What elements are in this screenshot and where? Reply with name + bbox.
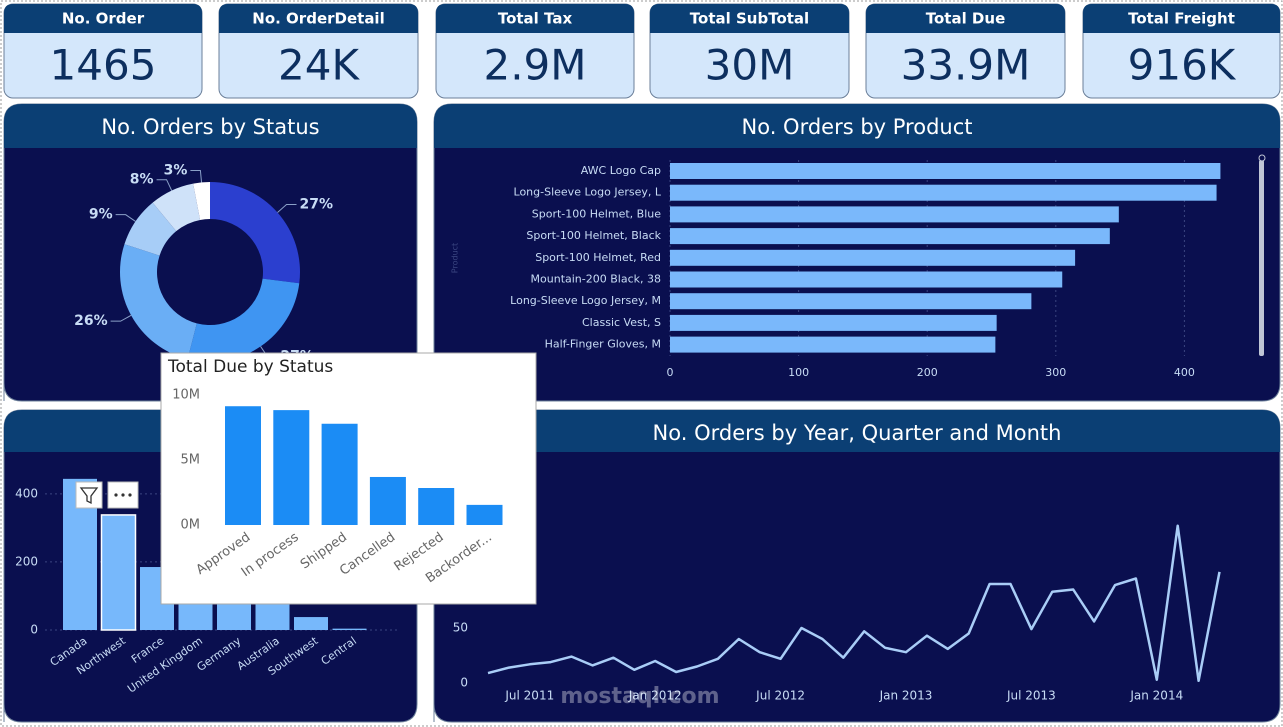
scrollbar-cap <box>1258 154 1266 162</box>
card-label: Total Due <box>926 10 1006 28</box>
data-label: 26% <box>74 313 108 329</box>
donut-slice <box>152 183 201 232</box>
bar <box>670 206 1119 223</box>
line-series <box>487 524 1221 683</box>
y-tick-label: Sport-100 Helmet, Black <box>526 229 661 242</box>
bar <box>466 504 503 525</box>
panel-title: No. Orders by Year, Quarter and Month <box>653 421 1062 445</box>
y-tick-label: Long-Sleeve Logo Jersey, L <box>514 186 662 199</box>
card-label: No. Order <box>62 10 145 28</box>
card-header <box>4 4 202 33</box>
card-label: Total SubTotal <box>690 10 809 28</box>
card-header <box>866 4 1065 33</box>
panel-title: No. Orders by Status <box>101 115 319 139</box>
x-tick-label: 400 <box>1174 366 1195 379</box>
leader-line <box>110 314 132 322</box>
bar <box>332 628 367 630</box>
leader-line <box>156 179 173 191</box>
x-tick-label: 100 <box>788 366 809 379</box>
x-tick-label: 200 <box>917 366 938 379</box>
more-dot <box>121 493 125 497</box>
bar <box>670 336 996 353</box>
y-tick-label: 400 <box>15 486 38 500</box>
more-dot <box>128 493 132 497</box>
leader-line <box>277 204 297 213</box>
bar <box>294 617 328 630</box>
donut-slice <box>210 182 300 284</box>
x-tick-label: Jul 2013 <box>1006 689 1056 703</box>
card-value: 30M <box>705 41 795 90</box>
panel-header <box>4 104 417 148</box>
card-value: 33.9M <box>901 41 1031 90</box>
bar <box>670 163 1221 179</box>
card-header <box>1083 4 1280 33</box>
card-value: 1465 <box>50 41 157 90</box>
x-tick-label: Jul 2012 <box>755 689 805 703</box>
bar <box>670 249 1076 266</box>
filter-button <box>75 481 103 509</box>
x-tick-label: 300 <box>1045 366 1066 379</box>
y-axis-label: Product <box>451 243 460 273</box>
x-tick-label: Jan 2014 <box>1129 689 1183 703</box>
y-tick-label: AWC Logo Cap <box>581 164 661 177</box>
card-label: Total Tax <box>498 10 573 28</box>
y-tick-label: 0 <box>30 623 38 637</box>
bar <box>369 476 406 525</box>
data-label: 3% <box>164 162 188 178</box>
scrollbar <box>1259 160 1264 356</box>
card-label: Total Freight <box>1128 10 1235 28</box>
watermark: mostaql.com <box>560 684 719 709</box>
y-tick-label: Mountain-200 Black, 38 <box>531 273 661 286</box>
bar <box>670 314 997 331</box>
y-tick-label: 0M <box>181 518 201 533</box>
y-tick-label: 5M <box>181 453 201 468</box>
x-tick-label: Jan 2013 <box>879 689 933 703</box>
bar <box>670 228 1110 245</box>
card-header <box>650 4 849 33</box>
tooltip-title: Total Due by Status <box>167 357 333 377</box>
bar <box>418 488 455 525</box>
card-value: 2.9M <box>483 41 586 90</box>
y-tick-label: 10M <box>172 388 200 403</box>
bar <box>670 184 1217 201</box>
donut-slice <box>187 278 300 362</box>
donut-slice <box>124 202 177 256</box>
panel-header <box>434 410 1280 452</box>
y-tick-label: 0 <box>460 676 468 690</box>
card-value: 916K <box>1128 41 1237 90</box>
donut-slice <box>193 182 210 220</box>
bar <box>100 514 137 631</box>
data-label: 9% <box>89 207 113 223</box>
y-tick-label: 50 <box>453 621 468 635</box>
card-header <box>436 4 634 33</box>
more-dot <box>114 493 118 497</box>
bar <box>670 293 1032 310</box>
bar <box>670 271 1063 288</box>
x-tick-label: Jul 2011 <box>504 689 554 703</box>
bar <box>225 406 261 525</box>
leader-line <box>115 214 136 222</box>
y-tick-label: Classic Vest, S <box>582 316 661 329</box>
card-value: 24K <box>278 41 360 90</box>
y-tick-label: Sport-100 Helmet, Red <box>535 251 661 264</box>
card-label: No. OrderDetail <box>252 10 384 28</box>
y-tick-label: Sport-100 Helmet, Blue <box>532 207 661 220</box>
donut-slice <box>120 244 197 360</box>
y-tick-label: Long-Sleeve Logo Jersey, M <box>510 294 661 307</box>
bar <box>321 423 358 525</box>
panel-header <box>434 104 1280 148</box>
bar <box>273 410 310 525</box>
card-header <box>219 4 418 33</box>
x-tick-label: Jan 2012 <box>628 689 682 703</box>
filter-icon <box>79 487 99 505</box>
leader-line <box>190 169 203 183</box>
y-tick-label: 200 <box>15 554 38 568</box>
x-tick-label: 0 <box>667 366 674 379</box>
y-tick-label: Half-Finger Gloves, M <box>545 338 661 351</box>
panel-title: No. Orders by Product <box>742 115 973 139</box>
panel <box>433 409 1281 723</box>
data-label: 8% <box>130 172 154 188</box>
data-label: 27% <box>300 197 334 213</box>
